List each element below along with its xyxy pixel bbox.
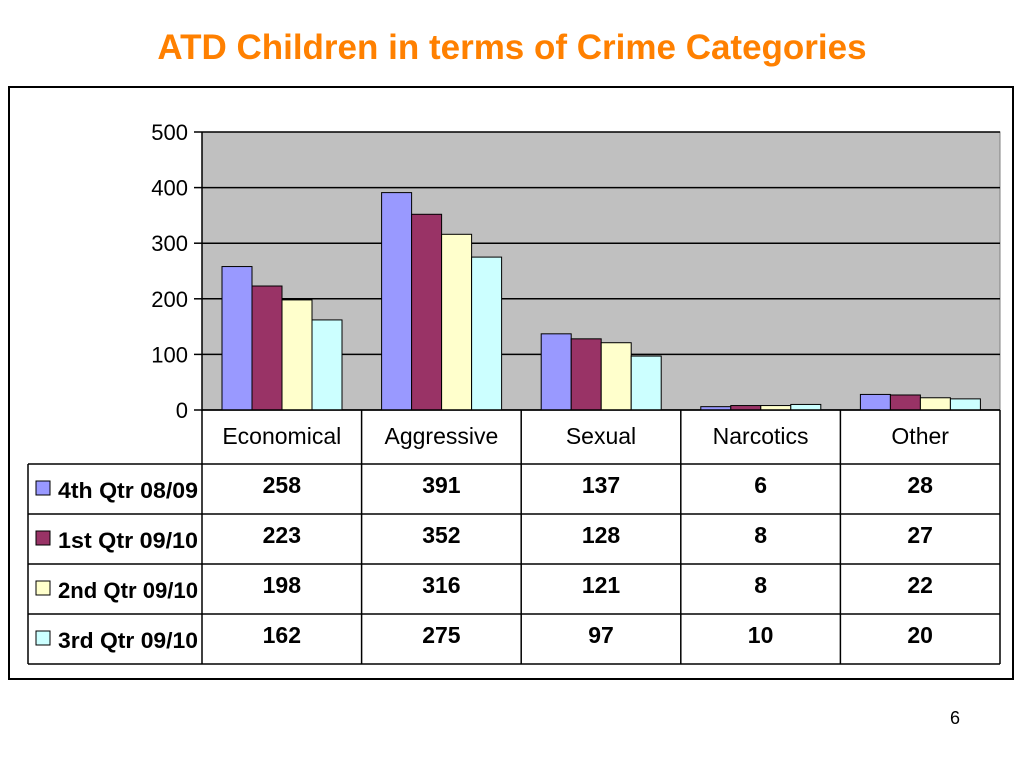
data-label: 391 — [422, 472, 461, 498]
legend-key — [35, 630, 51, 646]
bar — [471, 256, 503, 411]
legend-key — [35, 580, 51, 596]
legend-label: 3rd Qtr 09/10 — [58, 628, 198, 653]
bar — [919, 397, 951, 411]
data-label: 198 — [263, 572, 302, 598]
bar — [600, 342, 632, 411]
category-label: Aggressive — [385, 423, 499, 449]
data-label: 121 — [582, 572, 621, 598]
category-label: Sexual — [566, 423, 636, 449]
y-tick-label: 500 — [151, 120, 188, 145]
bar — [540, 333, 572, 411]
bar — [311, 319, 343, 411]
data-label: 28 — [907, 472, 933, 498]
data-label: 22 — [907, 572, 933, 598]
data-label: 10 — [748, 622, 774, 648]
page-number: 6 — [949, 708, 960, 728]
data-label: 8 — [754, 572, 767, 598]
y-tick-label: 400 — [151, 176, 188, 201]
category-label: Other — [891, 423, 949, 449]
y-tick-label: 100 — [151, 342, 188, 367]
data-label: 97 — [588, 622, 614, 648]
y-tick-label: 300 — [151, 231, 188, 256]
bar — [570, 338, 602, 411]
data-label: 162 — [263, 622, 301, 648]
data-label: 137 — [582, 472, 620, 498]
legend-key — [35, 480, 51, 496]
bar — [859, 393, 891, 411]
y-tick-label: 0 — [176, 398, 188, 423]
bar — [411, 213, 443, 411]
crime-category-bar-chart: 0 100 200 300 400 500 Economical Aggressive Sex… — [27, 120, 1001, 665]
data-label: 316 — [422, 572, 460, 598]
category-label: Narcotics — [713, 423, 809, 449]
legend-label: 2nd Qtr 09/10 — [58, 578, 198, 603]
chart-frame: 0 100 200 300 400 500 Economical Aggressive Sex… — [8, 86, 1014, 680]
bar — [790, 403, 822, 411]
legend-key — [35, 530, 51, 546]
bar — [381, 192, 413, 411]
legend-label: 1st Qtr 09/10 — [58, 528, 198, 553]
data-label: 275 — [422, 622, 461, 648]
bar — [281, 299, 313, 411]
bar — [630, 355, 662, 411]
data-label: 20 — [907, 622, 933, 648]
bar — [889, 394, 921, 411]
bar — [251, 285, 283, 411]
data-label: 128 — [582, 522, 621, 548]
data-table: Economical Aggressive Sexual Narcotics Other… — [27, 409, 1001, 665]
legend-label: 4th Qtr 08/09 — [58, 478, 198, 503]
slide-title: ATD Children in terms of Crime Categorie… — [157, 28, 867, 67]
bar-series-group — [221, 192, 981, 411]
data-label: 8 — [754, 522, 767, 548]
data-label: 27 — [907, 522, 933, 548]
bar — [221, 266, 253, 411]
category-label: Economical — [222, 423, 341, 449]
bar — [949, 398, 981, 411]
data-label: 352 — [422, 522, 460, 548]
y-tick-label: 200 — [151, 287, 188, 312]
data-label: 6 — [754, 472, 767, 498]
data-label: 223 — [263, 522, 301, 548]
data-label: 258 — [263, 472, 302, 498]
bar — [441, 233, 473, 411]
